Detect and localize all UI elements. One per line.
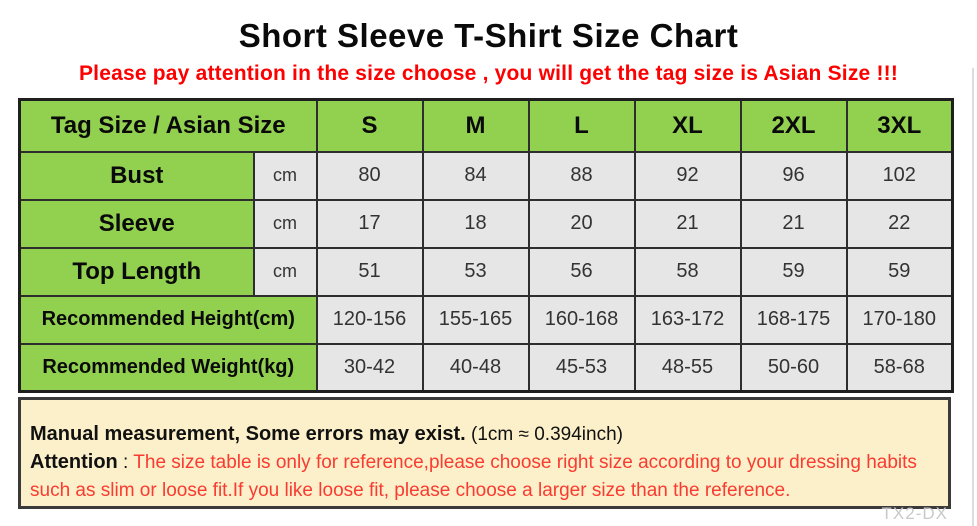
size-table: Tag Size / Asian Size S M L XL 2XL 3XL B… bbox=[18, 98, 954, 393]
value-cell: 102 bbox=[845, 150, 954, 201]
size-col-header-m: M bbox=[421, 98, 530, 153]
value-cell: 80 bbox=[315, 150, 424, 201]
value-cell: 160-168 bbox=[527, 294, 636, 345]
size-col-header-xl: XL bbox=[633, 98, 742, 153]
value-cell: 45-53 bbox=[527, 342, 636, 393]
value-cell: 56 bbox=[527, 246, 636, 297]
size-col-header-3xl: 3XL bbox=[845, 98, 954, 153]
row-label-recommended-weight: Recommended Weight(kg) bbox=[18, 342, 318, 393]
note-attention-bold: Attention bbox=[30, 451, 118, 473]
row-label-top-length: Top Length bbox=[18, 246, 255, 297]
right-edge-line bbox=[972, 68, 974, 526]
value-cell: 21 bbox=[633, 198, 742, 249]
note-measurement-line: Manual measurement, Some errors may exis… bbox=[30, 421, 936, 449]
value-cell: 92 bbox=[633, 150, 742, 201]
table-header-row: Tag Size / Asian Size S M L XL 2XL 3XL bbox=[18, 98, 954, 153]
value-cell: 168-175 bbox=[739, 294, 848, 345]
value-cell: 21 bbox=[739, 198, 848, 249]
note-measurement-conversion: (1cm ≈ 0.394inch) bbox=[465, 424, 623, 445]
value-cell: 20 bbox=[527, 198, 636, 249]
value-cell: 58-68 bbox=[845, 342, 954, 393]
value-cell: 53 bbox=[421, 246, 530, 297]
table-row-recommended-weight: Recommended Weight(kg) 30-42 40-48 45-53… bbox=[18, 342, 954, 393]
value-cell: 30-42 bbox=[315, 342, 424, 393]
note-attention-red-text: The size table is only for reference,ple… bbox=[30, 452, 917, 501]
size-col-header-s: S bbox=[315, 98, 424, 153]
value-cell: 155-165 bbox=[421, 294, 530, 345]
note-box: Manual measurement, Some errors may exis… bbox=[18, 397, 951, 509]
row-label-bust: Bust bbox=[18, 150, 255, 201]
note-measurement-bold: Manual measurement, Some errors may exis… bbox=[30, 423, 466, 445]
attention-subtitle: Please pay attention in the size choose … bbox=[78, 62, 899, 85]
value-cell: 48-55 bbox=[633, 342, 742, 393]
value-cell: 22 bbox=[845, 198, 954, 249]
unit-cell: cm bbox=[252, 150, 318, 201]
value-cell: 59 bbox=[739, 246, 848, 297]
value-cell: 58 bbox=[633, 246, 742, 297]
value-cell: 84 bbox=[421, 150, 530, 201]
size-col-header-2xl: 2XL bbox=[739, 98, 848, 153]
value-cell: 51 bbox=[315, 246, 424, 297]
note-attention-separator: : bbox=[117, 452, 134, 473]
row-label-sleeve: Sleeve bbox=[18, 198, 255, 249]
unit-cell: cm bbox=[252, 198, 318, 249]
table-row-recommended-height: Recommended Height(cm) 120-156 155-165 1… bbox=[18, 294, 954, 345]
value-cell: 88 bbox=[527, 150, 636, 201]
value-cell: 170-180 bbox=[845, 294, 954, 345]
note-attention-line: Attention : The size table is only for r… bbox=[30, 449, 936, 505]
value-cell: 96 bbox=[739, 150, 848, 201]
size-col-header-l: L bbox=[527, 98, 636, 153]
value-cell: 50-60 bbox=[739, 342, 848, 393]
watermark: TX2-DX bbox=[881, 504, 948, 523]
table-row-top-length: Top Length cm 51 53 56 58 59 59 bbox=[18, 246, 954, 297]
value-cell: 18 bbox=[421, 198, 530, 249]
value-cell: 163-172 bbox=[633, 294, 742, 345]
value-cell: 17 bbox=[315, 198, 424, 249]
value-cell: 59 bbox=[845, 246, 954, 297]
value-cell: 40-48 bbox=[421, 342, 530, 393]
table-corner-header: Tag Size / Asian Size bbox=[18, 98, 318, 153]
table-row-sleeve: Sleeve cm 17 18 20 21 21 22 bbox=[18, 198, 954, 249]
row-label-recommended-height: Recommended Height(cm) bbox=[18, 294, 318, 345]
page-title: Short Sleeve T-Shirt Size Chart bbox=[238, 17, 739, 54]
value-cell: 120-156 bbox=[315, 294, 424, 345]
table-row-bust: Bust cm 80 84 88 92 96 102 bbox=[18, 150, 954, 201]
unit-cell: cm bbox=[252, 246, 318, 297]
